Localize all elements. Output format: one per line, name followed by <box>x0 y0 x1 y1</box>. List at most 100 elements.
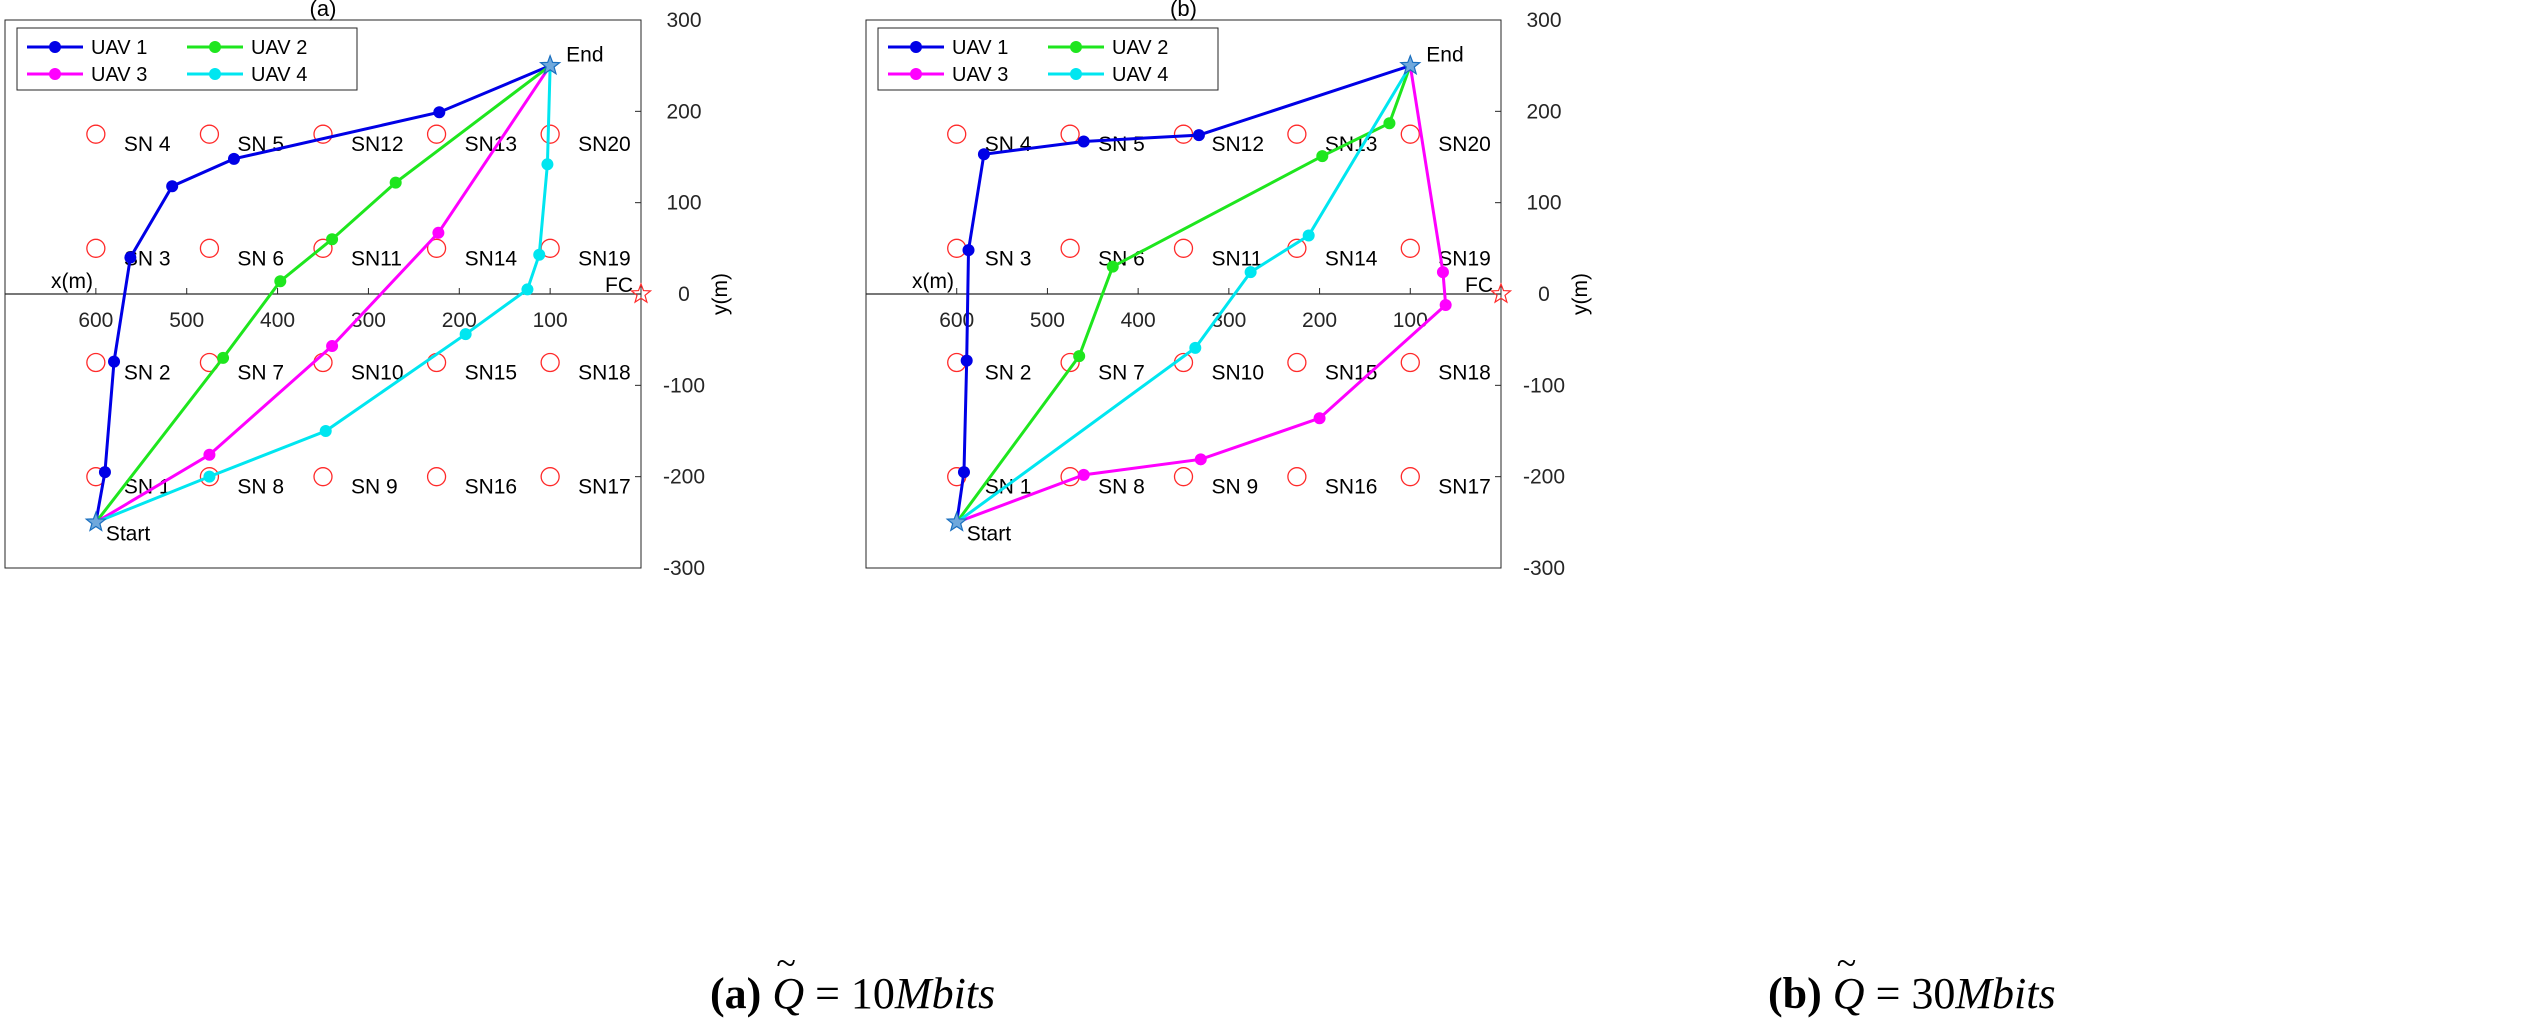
series-point <box>326 233 339 246</box>
y-tick-label: -200 <box>1523 466 1565 489</box>
sensor-node-marker <box>313 352 333 373</box>
series-point <box>962 244 975 257</box>
series-point <box>1189 341 1202 354</box>
sensor-node-label: SN16 <box>1325 476 1378 499</box>
sensor-node-label: SN 4 <box>124 133 171 156</box>
y-tick-label: 0 <box>678 283 690 306</box>
legend-label: UAV 4 <box>251 64 307 86</box>
chart-title: (b) <box>1170 0 1197 21</box>
start-marker <box>84 510 108 532</box>
sensor-node-marker <box>1173 238 1194 258</box>
y-tick-label: 200 <box>666 100 701 123</box>
legend-label: UAV 3 <box>952 64 1008 86</box>
caption-a-equals: = 10 <box>804 969 895 1018</box>
x-tick-label: 400 <box>1121 309 1156 332</box>
series-line <box>94 64 551 523</box>
y-tick-label: 0 <box>1538 283 1550 306</box>
series-point <box>459 328 472 341</box>
legend-label: UAV 2 <box>251 37 307 59</box>
series-point <box>1077 468 1090 481</box>
sensor-node-marker <box>1400 352 1420 373</box>
series-point <box>166 180 179 193</box>
series-point <box>1192 129 1205 142</box>
sensor-node-label: SN10 <box>1212 362 1265 385</box>
series-line <box>94 64 552 524</box>
y-tick-label: 300 <box>666 9 701 32</box>
sensor-node-label: SN 8 <box>237 476 284 499</box>
sensor-node-label: SN15 <box>465 362 518 385</box>
caption-b-equals: = 30 <box>1864 969 1956 1018</box>
series-point <box>960 354 973 367</box>
sensor-node-marker <box>540 124 560 144</box>
legend-box <box>877 27 1219 91</box>
sensor-node-label: SN 6 <box>237 247 284 270</box>
series-point <box>1106 260 1119 273</box>
legend-marker <box>910 68 922 80</box>
sensor-node-label: SN16 <box>465 476 518 499</box>
sensor-node-marker <box>1060 352 1080 373</box>
panel-b: 600 500 400 300 200 1003002001000-100-200-300… <box>865 0 1592 580</box>
series-point <box>1302 229 1315 242</box>
sensor-node-label: SN20 <box>578 133 631 156</box>
y-tick-label: -200 <box>663 466 705 489</box>
series-point <box>1439 298 1452 311</box>
series-point <box>432 226 445 239</box>
sensor-node-label: SN12 <box>351 133 404 156</box>
sensor-node-marker <box>1400 238 1420 258</box>
series-point <box>1383 117 1396 130</box>
fc-marker <box>1489 282 1513 304</box>
fc-label: FC <box>1465 274 1493 297</box>
sensor-node-label: SN 8 <box>1098 476 1145 499</box>
sensor-node-label: SN19 <box>578 247 631 270</box>
sensor-node-marker <box>86 124 106 144</box>
sensor-node-marker <box>1287 467 1307 487</box>
x-axis-label: x(m) <box>51 270 93 293</box>
x-tick-label: 500 <box>1030 309 1065 332</box>
fc-marker <box>629 282 653 304</box>
y-tick-label: 100 <box>1526 192 1561 215</box>
caption-a-tag: (a) <box>710 969 762 1018</box>
sensor-node-marker <box>426 238 447 258</box>
sensor-node-label: SN 7 <box>1098 362 1145 385</box>
legend-label: UAV 1 <box>91 37 147 59</box>
x-axis-label: x(m) <box>912 270 954 293</box>
y-tick-label: -100 <box>663 374 705 397</box>
sensor-node-marker <box>540 467 560 487</box>
series-point <box>533 248 546 261</box>
sensor-node-label: SN20 <box>1438 133 1491 156</box>
sensor-node-label: SN 1 <box>124 476 171 499</box>
series-point <box>217 351 230 364</box>
legend-label: UAV 3 <box>91 64 147 86</box>
sensor-node-marker <box>86 352 106 373</box>
sensor-node-label: SN18 <box>578 362 631 385</box>
series-point <box>389 176 402 189</box>
x-tick-label: 200 <box>1302 309 1337 332</box>
sensor-node-marker <box>1400 124 1420 144</box>
sensor-node-label: SN 6 <box>1098 247 1145 270</box>
x-tick-label: 600 <box>78 309 113 332</box>
series-point <box>541 158 554 171</box>
caption-a-unit: Mbits <box>894 969 996 1018</box>
end-label: End <box>566 44 603 67</box>
series-point <box>227 152 240 165</box>
sensor-node-marker <box>1060 124 1080 144</box>
series-point <box>1073 350 1086 363</box>
sensor-node-label: SN10 <box>351 362 404 385</box>
series-point <box>433 106 446 119</box>
sensor-node-marker <box>1060 238 1080 258</box>
caption-b-tag: (b) <box>1768 969 1822 1018</box>
series-point <box>98 466 111 479</box>
end-label: End <box>1426 44 1463 67</box>
chart-title: (a) <box>310 0 337 21</box>
panel-a: 600 500 400 300 200 1003002001000-100-200-300… <box>4 0 732 580</box>
series-point <box>1436 266 1449 279</box>
sensor-node-label: SN18 <box>1438 362 1491 385</box>
sensor-node-marker <box>947 124 967 144</box>
series-point <box>957 466 970 479</box>
sensor-node-label: SN13 <box>1325 133 1378 156</box>
y-tick-label: 200 <box>1526 100 1561 123</box>
x-tick-label: 500 <box>169 309 204 332</box>
sensor-node-label: SN 9 <box>1212 476 1259 499</box>
sensor-node-marker <box>199 238 220 258</box>
x-tick-label: 100 <box>533 309 568 332</box>
